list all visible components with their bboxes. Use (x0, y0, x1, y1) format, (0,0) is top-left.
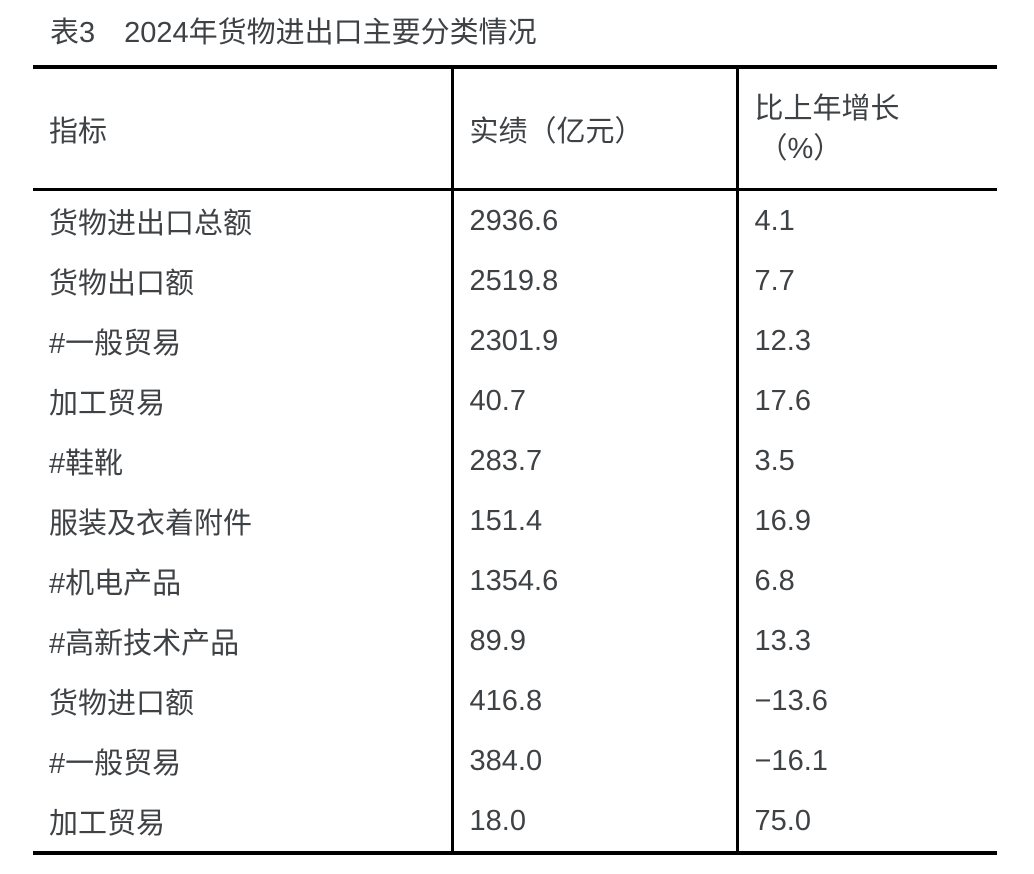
cell-indicator: #机电产品 (49, 568, 182, 600)
cell-value: 416.8 (450, 671, 737, 731)
cell-value: 2519.8 (450, 251, 737, 311)
table-row: 货物进口额 416.8 −13.6 (33, 671, 997, 731)
table-row: #一般贸易 384.0 −16.1 (33, 731, 997, 791)
cell-growth: 4.1 (735, 189, 997, 251)
table-row: #高新技术产品 89.9 13.3 (33, 611, 997, 671)
cell-value: 40.7 (450, 371, 737, 431)
cell-indicator: #一般贸易 (49, 328, 182, 360)
cell-indicator: 加工贸易 (49, 388, 166, 420)
cell-indicator: #一般贸易 (49, 748, 182, 780)
header-growth-line2: （%） (758, 132, 843, 165)
cell-value: 384.0 (450, 731, 737, 791)
cell-growth: 16.9 (735, 491, 997, 551)
header-growth: 比上年增长 （%） (735, 67, 997, 191)
cell-value: 151.4 (450, 491, 737, 551)
cell-growth: −13.6 (735, 671, 997, 731)
header-indicator: 指标 (33, 67, 452, 191)
header-growth-line1: 比上年增长 (754, 92, 900, 125)
cell-value: 2301.9 (450, 311, 737, 371)
cell-value: 283.7 (450, 431, 737, 491)
cell-growth: 12.3 (735, 311, 997, 371)
cell-growth: 3.5 (735, 431, 997, 491)
cell-indicator: 货物出口额 (49, 268, 195, 300)
table-row: 货物出口额 2519.8 7.7 (33, 251, 997, 311)
cell-growth: 13.3 (735, 611, 997, 671)
cell-value: 1354.6 (450, 551, 737, 611)
cell-growth: 6.8 (735, 551, 997, 611)
cell-value: 89.9 (450, 611, 737, 671)
cell-indicator: 服装及衣着附件 (49, 508, 253, 540)
import-export-table: 指标 实绩（亿元） 比上年增长 （%） 货物进出口总额 2936.6 4.1 货… (33, 65, 997, 855)
cell-indicator: 货物进出口总额 (49, 208, 253, 240)
table-row: 加工贸易 40.7 17.6 (33, 371, 997, 431)
cell-value: 2936.6 (450, 189, 737, 251)
cell-indicator: #高新技术产品 (49, 628, 240, 660)
table-row: 加工贸易 18.0 75.0 (33, 791, 997, 853)
cell-indicator: 加工贸易 (49, 808, 166, 840)
cell-growth: 7.7 (735, 251, 997, 311)
table-row: 货物进出口总额 2936.6 4.1 (33, 189, 997, 251)
table-row: #鞋靴 283.7 3.5 (33, 431, 997, 491)
cell-growth: 17.6 (735, 371, 997, 431)
cell-value: 18.0 (450, 791, 737, 853)
header-value: 实绩（亿元） (450, 67, 737, 191)
cell-indicator: 货物进口额 (49, 688, 195, 720)
cell-growth: −16.1 (735, 731, 997, 791)
table-row: 服装及衣着附件 151.4 16.9 (33, 491, 997, 551)
table-header-row: 指标 实绩（亿元） 比上年增长 （%） (33, 67, 997, 191)
table-row: #机电产品 1354.6 6.8 (33, 551, 997, 611)
cell-growth: 75.0 (735, 791, 997, 853)
table-row: #一般贸易 2301.9 12.3 (33, 311, 997, 371)
table-title: 表3 2024年货物进出口主要分类情况 (50, 17, 537, 49)
cell-indicator: #鞋靴 (49, 448, 124, 480)
